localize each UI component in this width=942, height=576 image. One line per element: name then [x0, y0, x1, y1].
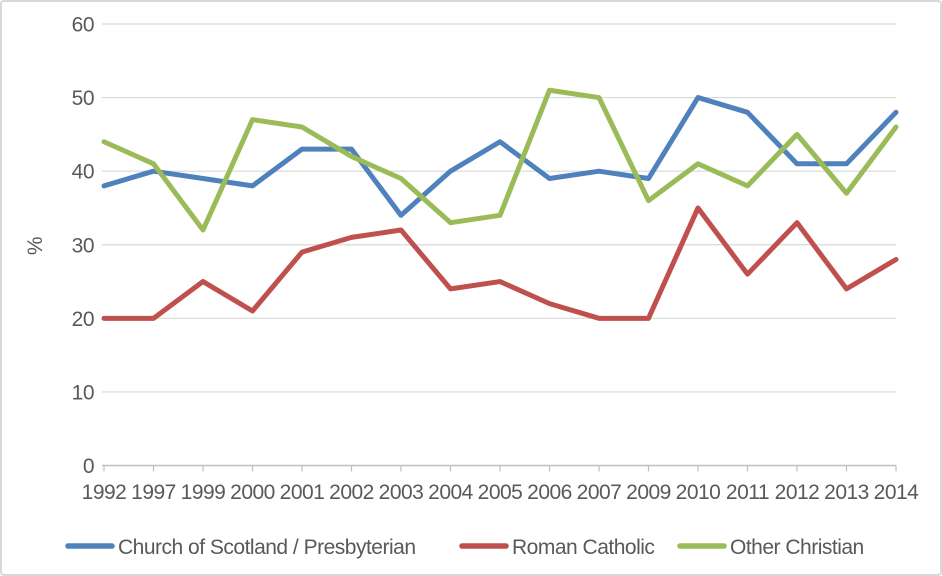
x-tick-label: 2002: [329, 481, 374, 504]
y-tick-label: 20: [72, 308, 94, 331]
x-axis-labels: 1992 1997 1999 2000 2001 2002 2003 2004 2005 2006…: [82, 481, 920, 504]
y-axis-labels: 0 10 20 30 40 50 60: [72, 14, 95, 479]
series-line-0: [101, 95, 899, 218]
x-tick-label: 2009: [626, 481, 671, 504]
x-tick-label: 2003: [379, 481, 424, 504]
legend-item-roman-catholic: Roman Catholic: [459, 536, 655, 559]
grid-layer: [102, 23, 897, 472]
x-tick-label: 2005: [478, 481, 523, 504]
x-tick-label: 2011: [726, 481, 769, 504]
legend: Church of Scotland / Presbyterian Roman …: [65, 536, 864, 559]
x-tick-label: 1997: [131, 481, 176, 504]
y-tick-label: 50: [72, 87, 94, 110]
series-line-2: [101, 87, 899, 233]
y-tick-label: 10: [72, 381, 94, 404]
series-layer: [101, 87, 899, 321]
y-axis-title: %: [24, 237, 47, 255]
legend-item-church-of-scotland: Church of Scotland / Presbyterian: [65, 536, 416, 559]
series-line-1: [101, 205, 899, 321]
x-tick-label: 1999: [181, 481, 226, 504]
x-tick-label: 2000: [230, 481, 275, 504]
x-tick-label: 2014: [874, 481, 920, 504]
legend-label-roman-catholic: Roman Catholic: [512, 536, 654, 559]
x-tick-label: 2007: [577, 481, 622, 504]
x-tick-label: 2010: [676, 481, 721, 504]
x-tick-label: 2006: [527, 481, 572, 504]
x-tick-label: 2013: [824, 481, 869, 504]
y-tick-label: 60: [72, 14, 94, 37]
legend-label-other-christian: Other Christian: [730, 536, 864, 559]
legend-item-other-christian: Other Christian: [677, 536, 864, 559]
y-tick-label: 40: [72, 161, 94, 184]
x-tick-label: 2001: [280, 481, 325, 504]
x-tick-label: 1992: [82, 481, 127, 504]
legend-label-church-of-scotland: Church of Scotland / Presbyterian: [118, 536, 416, 559]
x-tick-label: 2004: [428, 481, 474, 504]
x-tick-label: 2012: [775, 481, 820, 504]
y-tick-label: 30: [72, 234, 94, 257]
y-tick-label: 0: [83, 455, 94, 478]
